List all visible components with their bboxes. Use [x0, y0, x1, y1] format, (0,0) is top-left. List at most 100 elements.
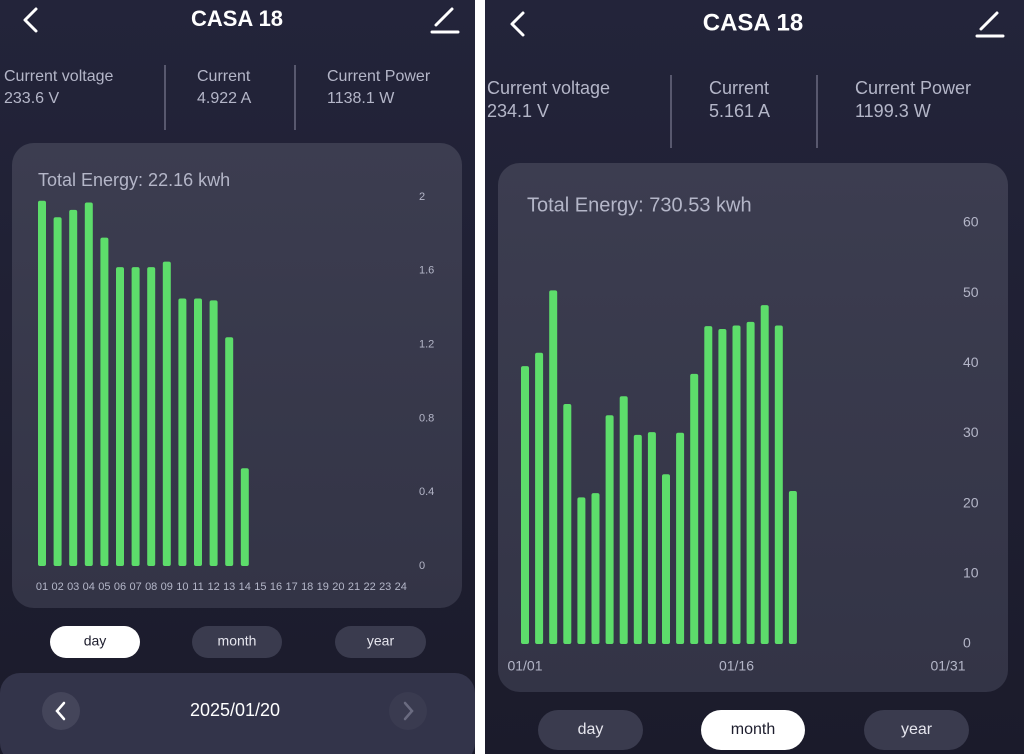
x-tick-label: 24 — [395, 581, 407, 593]
tab-label: day — [578, 721, 604, 738]
x-tick-label: 06 — [114, 581, 126, 593]
x-tick-label: 09 — [161, 581, 173, 593]
tab-label: year — [901, 721, 933, 738]
stat-label: Current voltage — [4, 68, 113, 85]
y-tick-label: 10 — [963, 565, 979, 581]
edit-button[interactable] — [975, 11, 1005, 38]
bar — [662, 474, 670, 644]
stat-label: Current — [709, 78, 769, 98]
bar — [240, 468, 249, 566]
prev-arrow — [55, 701, 66, 721]
x-tick-label: 16 — [270, 581, 282, 593]
y-tick-label: 60 — [963, 214, 979, 230]
bar — [178, 298, 187, 566]
bar — [116, 267, 124, 566]
x-tick-label: 05 — [98, 581, 110, 593]
tab-button[interactable] — [335, 626, 426, 658]
y-tick-label: 30 — [963, 424, 979, 440]
bar — [591, 493, 600, 644]
x-tick-label: 17 — [285, 581, 297, 593]
x-tick-label: 14 — [239, 581, 251, 593]
tab-label: month — [731, 721, 775, 738]
screen-title: CASA 18 — [191, 6, 283, 31]
bar — [774, 325, 783, 644]
date-label: 2025/01/20 — [190, 700, 280, 720]
screen-title: CASA 18 — [703, 9, 803, 36]
bar — [225, 337, 234, 566]
stat-label: Current Power — [327, 68, 431, 85]
x-tick-label: 04 — [83, 581, 95, 593]
stat-value: 5.161 A — [709, 101, 770, 121]
bar — [100, 237, 109, 566]
x-tick-label: 22 — [363, 581, 375, 593]
back-button[interactable] — [510, 11, 525, 37]
bar — [147, 267, 156, 566]
bar — [577, 497, 586, 644]
stat-label: Current Power — [855, 78, 971, 98]
x-tick-label: 02 — [51, 581, 63, 593]
bar — [563, 404, 572, 644]
next-date-button[interactable] — [389, 692, 427, 730]
x-tick-label: 23 — [379, 581, 391, 593]
tab-button[interactable] — [50, 626, 140, 658]
edit-button[interactable] — [430, 7, 460, 34]
bar — [746, 321, 755, 644]
bar — [521, 366, 529, 644]
bar — [535, 352, 544, 644]
tab-label: day — [84, 633, 107, 649]
stat-label: Current — [197, 68, 251, 85]
bar — [619, 396, 628, 644]
x-tick-label: 19 — [317, 581, 329, 593]
bar — [718, 328, 727, 644]
x-tick-label: 07 — [129, 581, 141, 593]
y-tick-label: 50 — [963, 284, 979, 300]
y-tick-label: 0 — [419, 560, 425, 572]
back-button[interactable] — [23, 7, 38, 33]
stat-value: 1138.1 W — [327, 90, 395, 107]
tab-label: month — [218, 633, 257, 649]
bar — [647, 432, 656, 644]
tab-button[interactable] — [864, 710, 969, 750]
bar — [690, 373, 699, 644]
x-tick-label: 10 — [176, 581, 188, 593]
bar — [38, 200, 46, 566]
y-tick-label: 0 — [963, 635, 971, 651]
bar — [209, 300, 218, 566]
x-tick-label: 01 — [36, 581, 48, 593]
chart-title: Total Energy: 22.16 kwh — [38, 170, 230, 190]
y-tick-label: 0.4 — [419, 486, 434, 498]
bar — [162, 261, 171, 566]
x-tick-label: 01/16 — [719, 658, 754, 674]
bar — [69, 209, 78, 567]
next-arrow — [403, 701, 414, 721]
bar — [605, 415, 614, 644]
stat-value: 234.1 V — [487, 101, 549, 121]
chart-title: Total Energy: 730.53 kwh — [527, 194, 752, 216]
y-tick-label: 40 — [963, 354, 979, 370]
stat-value: 1199.3 W — [855, 101, 931, 121]
bar — [194, 298, 202, 566]
bar — [549, 290, 558, 644]
date-bar — [0, 673, 475, 754]
tab-label: year — [367, 633, 395, 649]
bar — [704, 326, 713, 644]
prev-date-button[interactable] — [42, 692, 80, 730]
y-tick-label: 0.8 — [419, 412, 434, 424]
x-tick-label: 15 — [254, 581, 266, 593]
stat-label: Current voltage — [487, 78, 610, 98]
x-tick-label: 08 — [145, 581, 157, 593]
x-tick-label: 20 — [332, 581, 344, 593]
y-tick-label: 1.6 — [419, 265, 434, 277]
tab-button[interactable] — [192, 626, 282, 658]
tab-button[interactable] — [538, 710, 643, 750]
bar — [676, 432, 685, 644]
x-tick-label: 01/31 — [930, 658, 965, 674]
bar — [732, 325, 741, 644]
bar — [760, 305, 769, 644]
bar — [131, 267, 140, 566]
x-tick-label: 03 — [67, 581, 79, 593]
stat-value: 233.6 V — [4, 90, 59, 107]
tab-button[interactable] — [701, 710, 805, 750]
x-tick-label: 01/01 — [507, 658, 542, 674]
